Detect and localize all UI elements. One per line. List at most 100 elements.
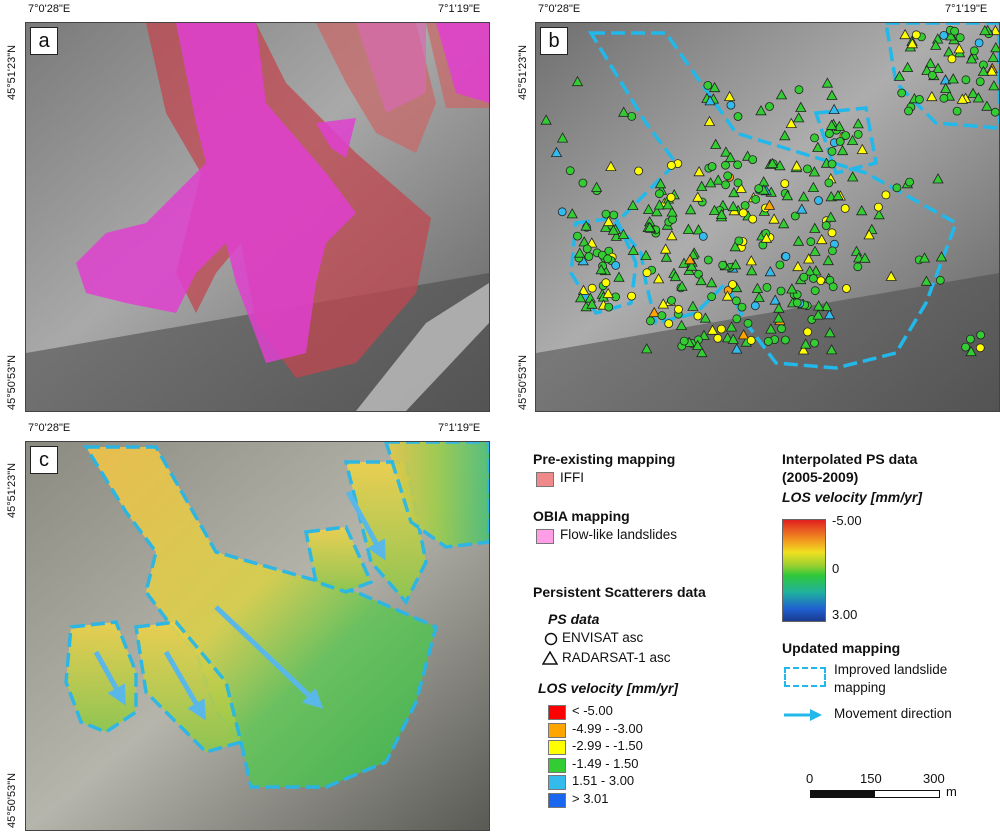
ps-point-triangle (822, 254, 834, 266)
improved-mapping-swatch (784, 667, 826, 687)
ps-point-triangle (737, 329, 750, 340)
ps-point-triangle (965, 345, 977, 357)
ps-point-triangle (797, 344, 810, 355)
obia-polygons (76, 23, 489, 363)
ps-point-circle (935, 275, 945, 285)
ps-point-triangle (873, 208, 885, 220)
ps-point-triangle (590, 181, 603, 192)
ps-point-triangle (662, 199, 674, 210)
ps-point-circle (892, 183, 902, 193)
ps-point-triangle (899, 28, 911, 40)
ps-point-triangle (781, 189, 794, 201)
ps-point-triangle (798, 191, 810, 202)
ps-point-triangle (764, 265, 776, 277)
ps-point-triangle (765, 323, 777, 334)
ps-point-circle (835, 137, 845, 146)
ps-point-circle (955, 33, 965, 43)
ps-point-circle (792, 298, 802, 308)
lon-label-b-east: 7°1'19"E (945, 3, 988, 15)
ps-point-triangle (920, 275, 933, 286)
ps-point-triangle (686, 260, 698, 271)
ps-point-circle (731, 296, 741, 306)
ps-point-triangle (641, 343, 653, 354)
ps-class-swatch (548, 705, 566, 720)
ps-point-triangle (847, 171, 859, 182)
ps-point-circle (821, 221, 831, 231)
legend-movement-label: Movement direction (834, 706, 952, 721)
ps-point-circle (601, 209, 611, 219)
ps-point-triangle (684, 253, 696, 265)
ps-point-triangle (556, 132, 569, 143)
ps-class-swatch (548, 740, 566, 755)
legend-pre-existing-title: Pre-existing mapping (533, 451, 676, 467)
ps-point-triangle (803, 253, 815, 264)
ps-point-circle (975, 343, 985, 353)
lon-label-b-west: 7°0'28"E (538, 3, 581, 15)
map-panel-b: b (535, 22, 1000, 412)
movement-direction-arrow-icon (784, 709, 822, 721)
ps-class-label: -2.99 - -1.50 (572, 738, 643, 753)
legend-ps-title: Persistent Scatterers data (533, 584, 706, 600)
ps-point-triangle (856, 204, 868, 216)
ps-point-circle (698, 231, 708, 241)
legend-interpolated-title-1: Interpolated PS data (782, 451, 918, 467)
ps-point-triangle (706, 324, 719, 335)
ps-point-circle (776, 286, 786, 296)
ps-point-circle (781, 252, 791, 261)
ps-point-circle (780, 335, 790, 345)
ps-point-circle (573, 231, 582, 241)
ps-point-triangle (945, 30, 957, 41)
ps-point-circle (810, 338, 819, 348)
panel-letter-a: a (30, 27, 58, 55)
ps-point-triangle (846, 134, 859, 145)
ps-point-triangle (729, 258, 742, 270)
ps-point-circle (975, 77, 985, 86)
scale-label-150: 150 (860, 771, 882, 786)
ps-point-triangle (580, 220, 592, 231)
ps-point-circle (775, 260, 785, 270)
ramp-label-bottom: 3.00 (832, 607, 858, 622)
ps-point-triangle (751, 282, 764, 293)
ps-point-triangle (705, 276, 718, 288)
ps-point-circle (713, 333, 723, 343)
ps-point-circle (634, 166, 643, 176)
ps-point-circle (703, 255, 713, 265)
ps-class-swatch (548, 757, 566, 773)
ps-point-circle (808, 274, 818, 283)
scale-bar (810, 790, 940, 798)
lon-label-c-east: 7°1'19"E (438, 422, 481, 434)
ps-point-circle (842, 284, 851, 293)
ps-point-circle (961, 342, 971, 352)
ps-point-triangle (826, 89, 838, 100)
ps-point-triangle (988, 80, 999, 91)
legend-interpolated-title-2: (2005-2009) (782, 469, 859, 485)
map-panel-c: c (25, 441, 490, 831)
ps-point-circle (824, 178, 834, 188)
ps-point-triangle (618, 106, 630, 117)
ps-point-triangle (654, 177, 667, 189)
ps-point-triangle (812, 141, 824, 152)
ps-point-triangle (659, 243, 672, 254)
interpolated-landslide-fills (64, 442, 489, 789)
ps-class-label: -4.99 - -3.00 (572, 720, 643, 736)
ps-point-circle (733, 160, 743, 170)
ps-point-triangle (684, 203, 697, 215)
ps-point-triangle (800, 338, 812, 349)
ps-point-triangle (828, 103, 840, 114)
scale-unit: m (946, 784, 957, 799)
ps-point-triangle (720, 146, 732, 157)
ps-point-circle (748, 214, 758, 224)
lon-label-c-west: 7°0'28"E (28, 422, 71, 434)
ps-point-circle (666, 192, 676, 202)
ps-point-triangle (932, 173, 944, 184)
legend-interpolated-velocity-title: LOS velocity [mm/yr] (782, 489, 923, 505)
ps-point-triangle (990, 41, 999, 53)
ps-point-circle (827, 159, 837, 169)
ps-point-circle (679, 336, 689, 346)
ps-point-circle (668, 214, 678, 224)
ps-point-circle (557, 207, 567, 217)
lat-label-b-north: 45°51'23"N (517, 44, 529, 100)
legend-improved-label-2: mapping (834, 680, 886, 695)
ps-point-circle (716, 324, 726, 334)
ps-point-triangle (571, 75, 584, 87)
